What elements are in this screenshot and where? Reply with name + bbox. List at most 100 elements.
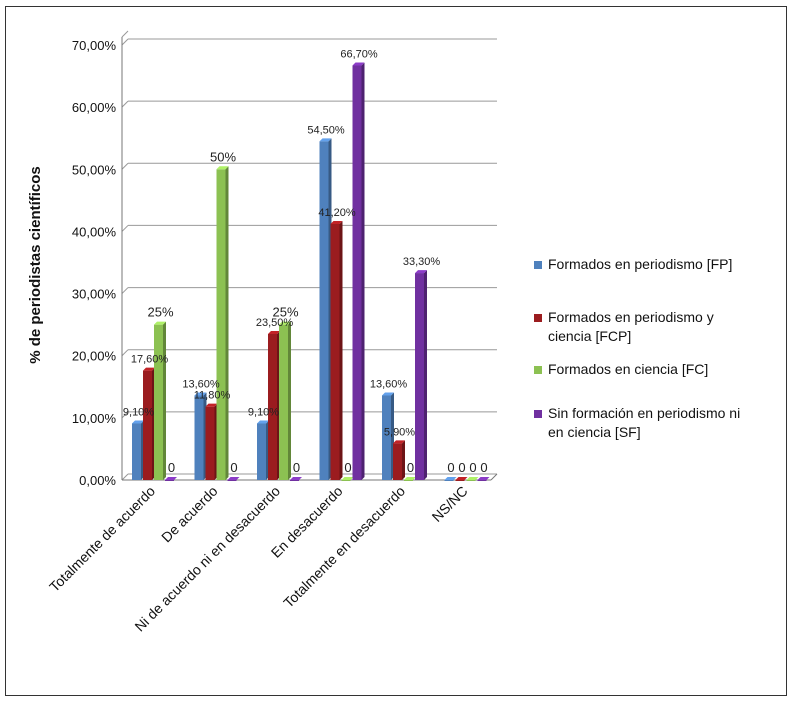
data-label: 0	[447, 460, 454, 475]
bar-face	[393, 443, 402, 480]
x-axis-depth	[490, 473, 498, 481]
data-label: 0	[230, 460, 237, 475]
bar-side	[361, 62, 365, 480]
bar-top	[290, 477, 302, 480]
chart-frame	[5, 6, 787, 696]
bar-face	[415, 273, 424, 480]
bar	[165, 477, 177, 481]
bar-face	[290, 480, 299, 481]
data-label: 66,70%	[340, 49, 378, 61]
legend-item-sf: Sin formación en periodismo ni en cienci…	[534, 404, 784, 442]
bar-top	[194, 392, 207, 396]
bar-top	[477, 477, 490, 480]
bar-face	[205, 406, 215, 480]
bar-top	[165, 477, 177, 480]
bar	[194, 392, 207, 480]
bar-side	[402, 440, 405, 480]
data-label: 50%	[210, 149, 236, 164]
bar	[257, 420, 269, 480]
data-labels: 9,10%17,60%25%013,60%11,80%50%09,10%23,5…	[123, 49, 488, 475]
data-label: 25%	[272, 305, 298, 320]
gridline-depth	[121, 162, 129, 170]
bar-top	[382, 392, 394, 396]
legend-item-fp: Formados en periodismo [FP]	[534, 255, 784, 274]
bar-face	[444, 480, 454, 481]
bar	[404, 477, 416, 481]
bar-side	[288, 321, 291, 480]
bar	[132, 420, 144, 480]
bar	[415, 270, 427, 480]
gridline-depth	[121, 225, 129, 232]
bar-face	[341, 480, 351, 481]
data-label: 41,20%	[318, 207, 356, 219]
bar-face	[165, 480, 174, 481]
bar-face	[477, 480, 487, 481]
legend-swatch-fc	[534, 366, 542, 374]
y-tick-label: 10,00%	[72, 411, 117, 426]
bar-top	[257, 420, 269, 424]
bar-face	[154, 324, 163, 480]
bars	[132, 62, 490, 481]
legend-label-fcp-line2: ciencia [FCP]	[548, 328, 632, 344]
y-tick-label: 30,00%	[72, 287, 117, 302]
bar-face	[455, 480, 465, 481]
gridline-depth	[121, 38, 129, 46]
gridline-depth	[121, 349, 129, 357]
y-tick-label: 50,00%	[72, 162, 117, 177]
data-label: 0	[407, 460, 414, 475]
data-label: 0	[293, 460, 300, 475]
bar	[205, 403, 218, 480]
data-label: 0	[344, 460, 351, 475]
legend-swatch-fcp	[534, 314, 542, 322]
legend: Formados en periodismo [FP] Formados en …	[534, 255, 784, 442]
bar-face	[194, 395, 204, 480]
bar-face	[279, 324, 288, 480]
bar-face	[132, 423, 141, 480]
data-label: 0	[480, 460, 487, 475]
bar	[352, 62, 365, 480]
y-tick-label: 20,00%	[72, 349, 117, 364]
data-label: 54,50%	[307, 124, 345, 136]
bar	[319, 138, 332, 481]
depth-edge	[121, 30, 129, 38]
bar-top	[466, 477, 479, 480]
bar	[341, 477, 354, 481]
bar-top	[143, 367, 155, 371]
data-label: 5,90%	[384, 426, 415, 438]
data-label: 0	[469, 460, 476, 475]
bar-top	[268, 330, 280, 334]
bar-top	[132, 420, 144, 424]
legend-item-fc: Formados en ciencia [FC]	[534, 360, 784, 379]
bar-top	[227, 477, 240, 480]
bar-face	[404, 480, 413, 481]
y-axis-label: % de periodistas científicos	[27, 166, 44, 364]
bar-top	[341, 477, 354, 480]
bar-face	[268, 333, 277, 480]
bar-side	[163, 321, 166, 480]
gridline-depth	[121, 411, 129, 419]
data-label: 17,60%	[131, 354, 169, 366]
bar-top	[455, 477, 468, 480]
legend-label-fc: Formados en ciencia [FC]	[548, 361, 709, 377]
x-tick-label: Totalmente en desacuerdo	[280, 483, 408, 611]
bar	[477, 477, 490, 481]
bar-top	[330, 220, 343, 224]
bar	[154, 321, 166, 480]
bar-face	[143, 370, 152, 480]
bar	[227, 477, 240, 481]
bar-top	[444, 477, 457, 480]
bar-top	[415, 270, 427, 274]
bar	[290, 477, 302, 481]
gridline-depth	[121, 100, 129, 108]
x-tick-label: NS/NC	[429, 483, 471, 525]
bar-face	[466, 480, 476, 481]
bar	[466, 477, 479, 481]
bar-top	[404, 477, 416, 480]
y-tick-label: 0,00%	[79, 473, 116, 488]
bar-face	[216, 169, 226, 481]
bar-top	[216, 166, 229, 170]
gridline-depth	[121, 473, 129, 481]
gridline-depth	[121, 287, 129, 294]
bar	[216, 166, 229, 481]
